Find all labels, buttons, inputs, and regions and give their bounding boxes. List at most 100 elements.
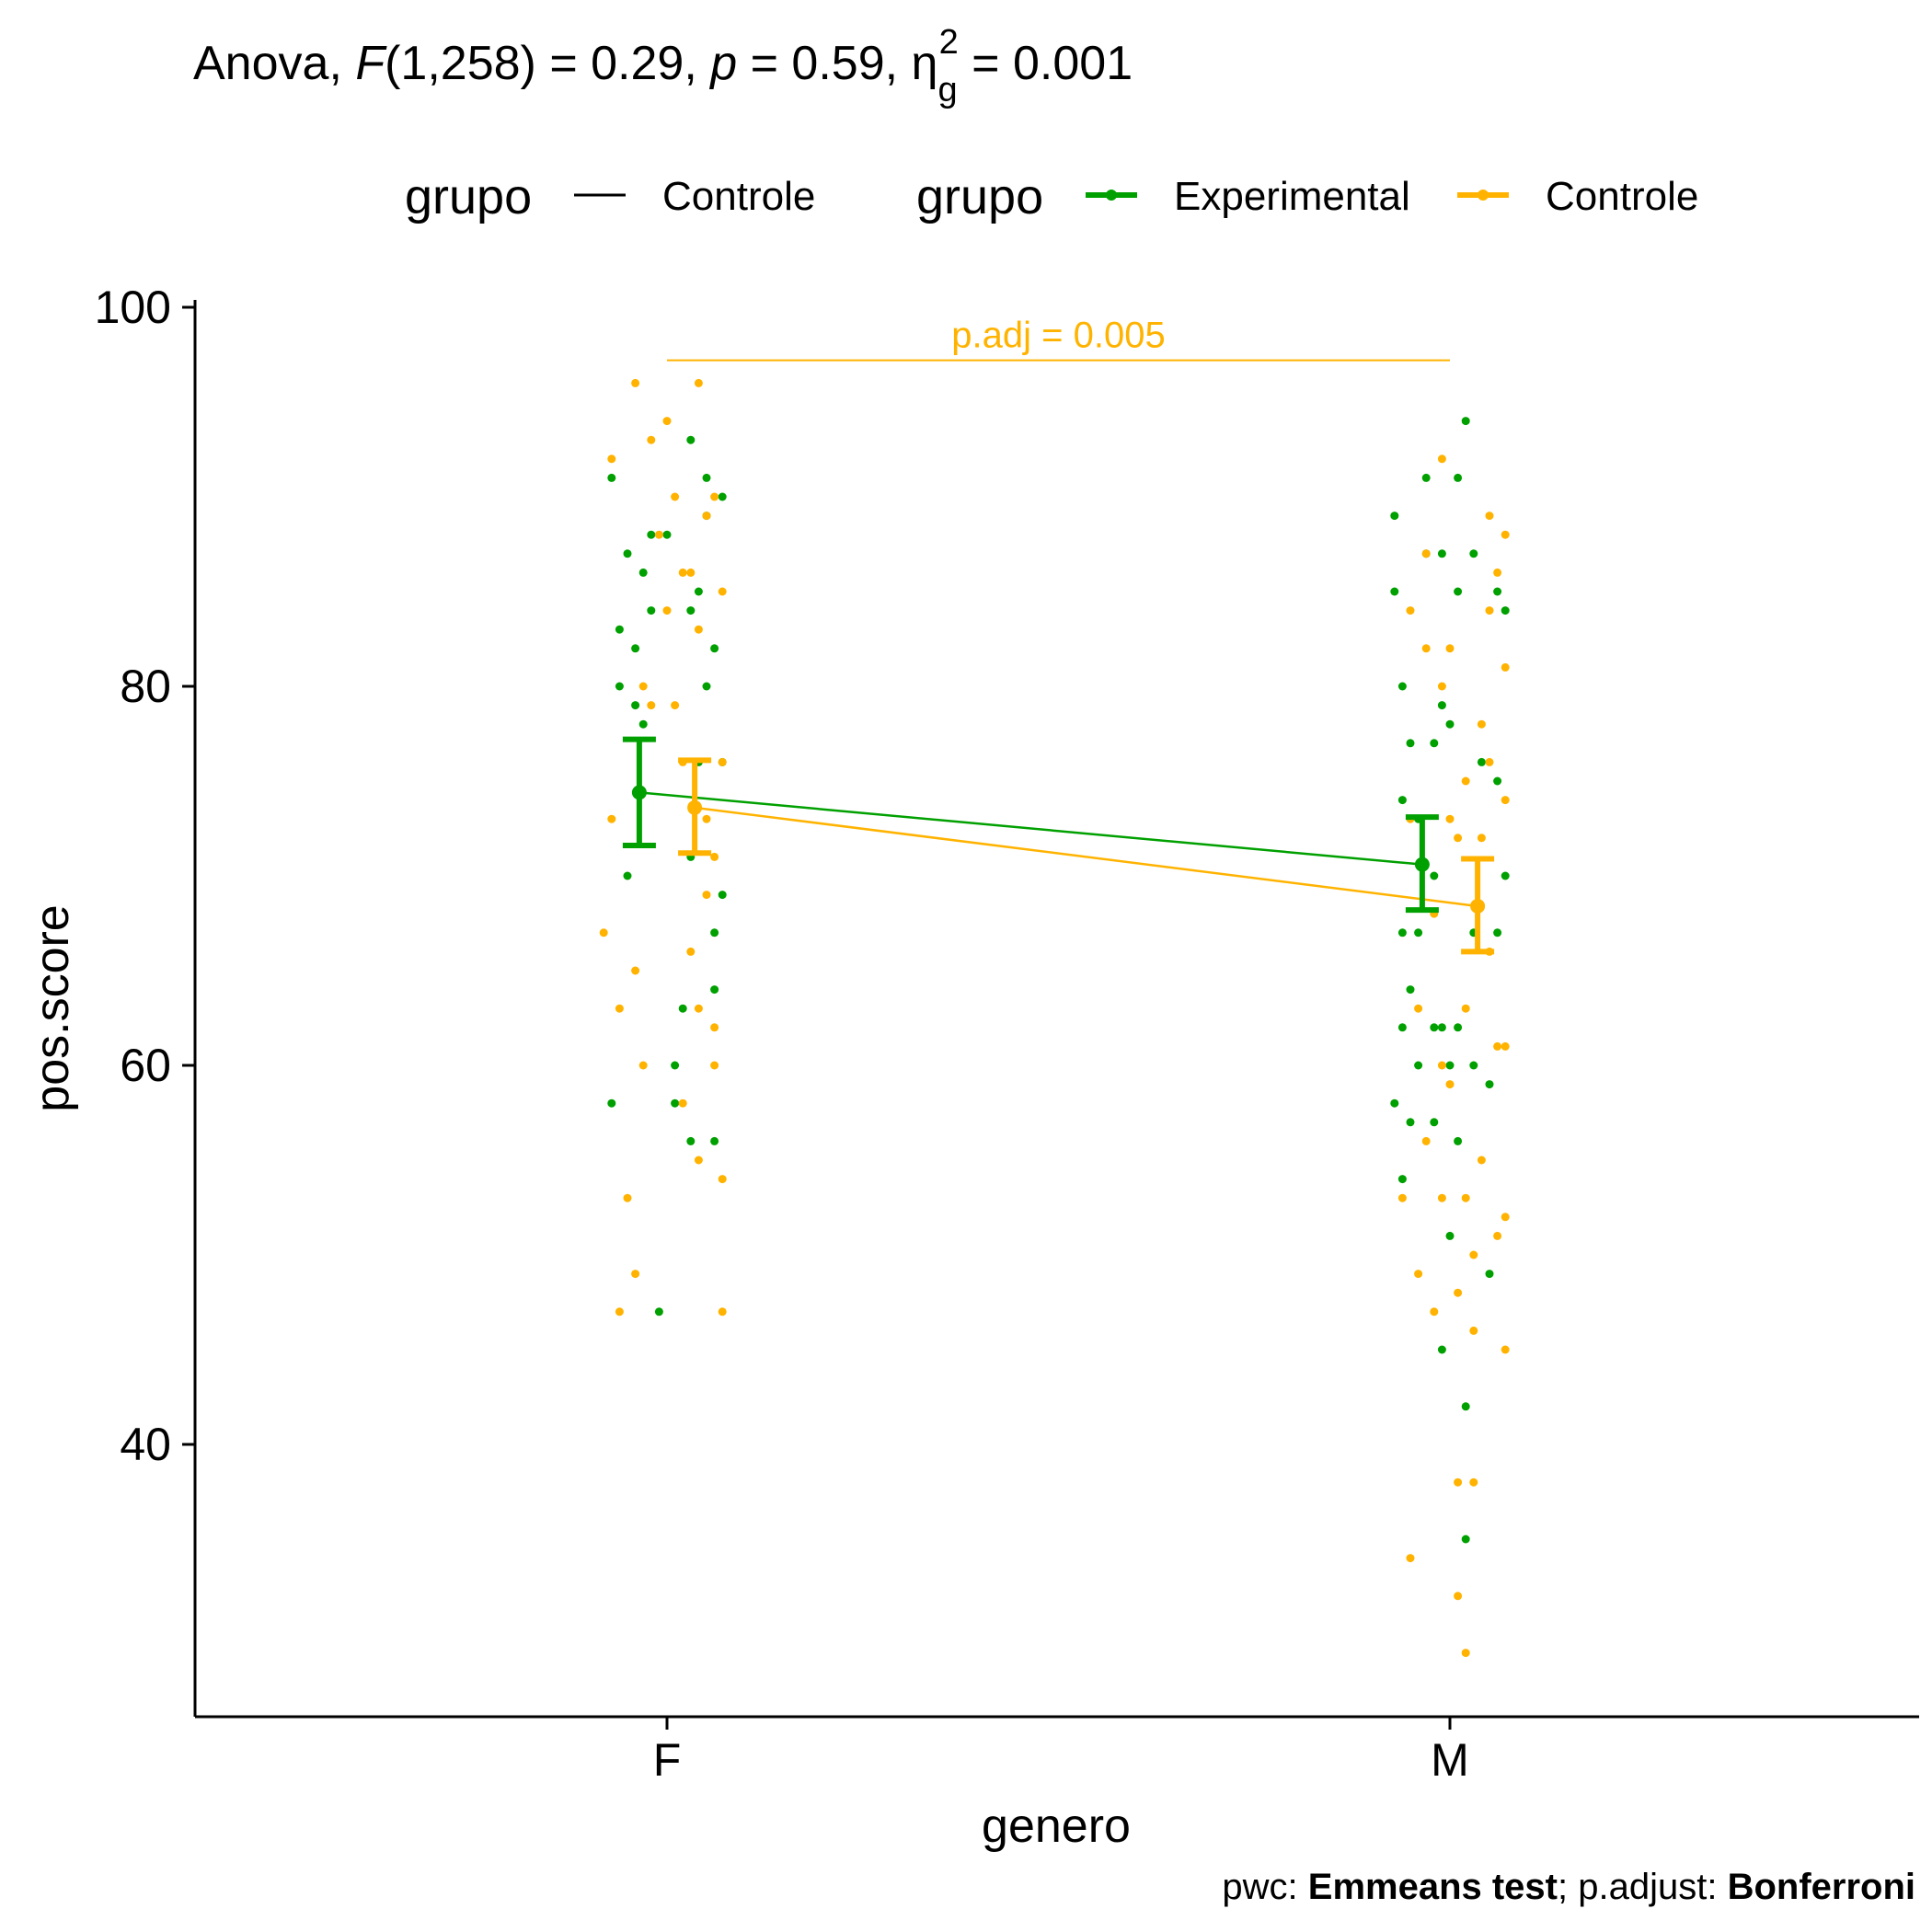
point-experimental-m-75: [1493, 928, 1502, 937]
point-experimental-m-76: [1501, 871, 1510, 880]
point-controle-m-55: [1445, 1080, 1455, 1089]
point-controle-f-13: [654, 530, 663, 539]
title-eta-symbol: η: [912, 37, 938, 90]
legend-entry-controle: Controle: [1546, 174, 1698, 219]
point-controle-f-3: [615, 1004, 624, 1013]
title-p-value: = 0.59,: [737, 37, 911, 90]
point-controle-f-0: [607, 454, 616, 464]
point-controle-m-70: [1485, 512, 1494, 521]
point-controle-f-6: [631, 966, 640, 975]
point-experimental-f-10: [638, 568, 648, 577]
point-experimental-m-69: [1469, 1061, 1478, 1070]
point-experimental-f-1: [623, 549, 632, 558]
y-axis-title: pos.score: [26, 904, 79, 1111]
mean-point-experimental-m: [1414, 857, 1430, 872]
point-controle-f-24: [694, 1004, 703, 1013]
point-experimental-f-16: [678, 1004, 687, 1013]
point-experimental-m-51: [1430, 1023, 1439, 1032]
point-controle-f-37: [718, 757, 727, 766]
point-controle-m-75: [1493, 1041, 1502, 1051]
x-tick-label-m: M: [1431, 1734, 1469, 1786]
legend-title-1: grupo: [405, 169, 532, 224]
mean-point-controle-m: [1470, 898, 1486, 914]
point-experimental-m-64: [1461, 417, 1470, 426]
legend-key-controle: [1457, 190, 1509, 201]
point-controle-m-56: [1454, 834, 1463, 843]
point-experimental-m-35: [1397, 682, 1407, 691]
point-experimental-f-26: [710, 985, 719, 995]
point-experimental-m-52: [1430, 1118, 1439, 1127]
point-controle-m-52: [1437, 1193, 1446, 1202]
point-experimental-m-45: [1414, 928, 1423, 937]
point-controle-m-51: [1437, 1061, 1446, 1070]
point-controle-f-7: [631, 1270, 640, 1279]
point-experimental-m-58: [1445, 1061, 1455, 1070]
point-controle-f-9: [638, 682, 648, 691]
point-experimental-m-41: [1406, 985, 1415, 995]
point-experimental-f-28: [710, 644, 719, 653]
point-controle-f-14: [662, 417, 672, 426]
point-experimental-m-34: [1390, 587, 1399, 596]
point-experimental-m-57: [1445, 719, 1455, 729]
point-controle-f-2: [607, 814, 616, 823]
point-experimental-m-37: [1397, 928, 1407, 937]
point-controle-m-80: [1501, 1213, 1510, 1222]
point-controle-m-38: [1397, 1193, 1407, 1202]
point-controle-f-17: [671, 492, 680, 501]
comparison-label: p.adj = 0.005: [951, 316, 1165, 356]
legend-key-experimental-dot: [1106, 190, 1117, 201]
point-experimental-f-23: [702, 473, 711, 482]
point-experimental-m-38: [1397, 1023, 1407, 1032]
point-experimental-m-56: [1437, 1345, 1446, 1354]
point-experimental-m-50: [1430, 871, 1439, 880]
point-controle-m-78: [1501, 662, 1510, 672]
point-experimental-m-43: [1406, 1118, 1415, 1127]
mean-line-controle: [694, 806, 1478, 908]
caption-adjust: Bonferroni: [1728, 1867, 1915, 1907]
point-experimental-f-30: [718, 492, 727, 501]
point-controle-m-68: [1477, 834, 1486, 843]
point-experimental-f-25: [702, 682, 711, 691]
point-controle-m-63: [1461, 1649, 1470, 1658]
point-controle-f-16: [671, 701, 680, 710]
mean-line-experimental: [638, 791, 1423, 866]
point-experimental-f-14: [671, 1061, 680, 1070]
mean-lines: [638, 791, 1478, 908]
point-experimental-f-17: [686, 606, 696, 615]
point-controle-f-33: [710, 1061, 719, 1070]
point-controle-m-64: [1469, 1250, 1478, 1259]
point-experimental-f-22: [686, 435, 696, 444]
point-experimental-m-71: [1485, 1080, 1494, 1089]
point-experimental-m-39: [1390, 1098, 1399, 1108]
x-axis-title: genero: [982, 1800, 1131, 1853]
point-controle-m-50: [1437, 682, 1446, 691]
point-controle-m-54: [1445, 814, 1455, 823]
legend-title-2: grupo: [916, 169, 1043, 224]
point-experimental-m-54: [1437, 701, 1446, 710]
y-tick-label-100: 100: [95, 282, 171, 333]
point-controle-f-28: [702, 814, 711, 823]
point-controle-f-20: [678, 1098, 687, 1108]
point-experimental-f-6: [638, 719, 648, 729]
point-experimental-f-3: [631, 644, 640, 653]
legend-key-experimental: [1086, 190, 1137, 201]
point-experimental-m-33: [1390, 512, 1399, 521]
point-controle-f-8: [638, 1061, 648, 1070]
point-experimental-m-73: [1493, 587, 1502, 596]
point-controle-m-79: [1501, 796, 1510, 805]
legend-line-label: Controle: [662, 174, 815, 219]
point-controle-m-71: [1485, 606, 1494, 615]
title-eta-sub: g: [937, 71, 957, 109]
point-experimental-m-67: [1469, 549, 1478, 558]
point-controle-m-42: [1414, 1004, 1423, 1013]
point-controle-f-12: [615, 1307, 624, 1317]
point-experimental-f-7: [623, 871, 632, 880]
point-controle-m-77: [1501, 530, 1510, 539]
y-tick-label-80: 80: [120, 661, 171, 712]
point-controle-f-5: [631, 378, 640, 387]
point-experimental-m-36: [1397, 796, 1407, 805]
point-experimental-f-8: [607, 1098, 616, 1108]
point-controle-m-59: [1454, 1478, 1463, 1487]
point-experimental-m-59: [1454, 1136, 1463, 1145]
